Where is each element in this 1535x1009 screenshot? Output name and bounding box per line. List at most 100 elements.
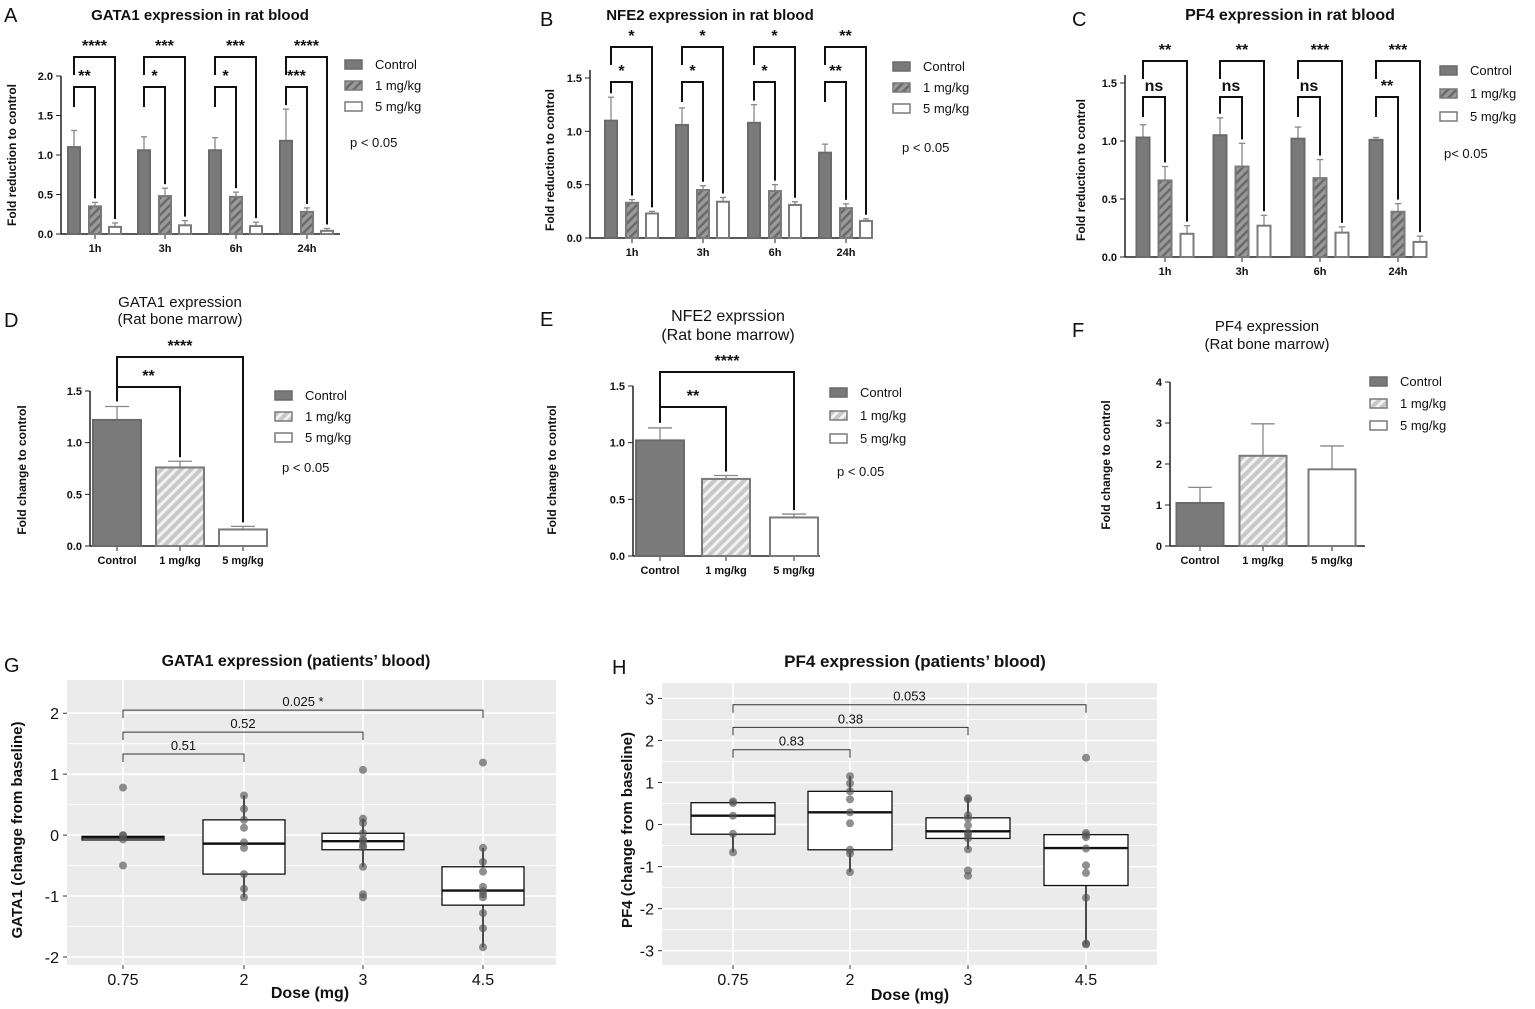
significance-label: ** — [1381, 78, 1394, 95]
bar — [1179, 232, 1195, 259]
data-point — [1082, 893, 1090, 902]
y-tick-label: 4 — [1156, 377, 1163, 389]
bar — [279, 139, 293, 235]
comparison-bracket — [122, 731, 364, 741]
legend-label: 5 mg/kg — [1470, 109, 1516, 124]
data-point — [119, 783, 127, 792]
significance-bracket — [1142, 60, 1188, 222]
bar — [1290, 137, 1306, 258]
legend-label: 5 mg/kg — [1400, 418, 1446, 433]
data-point — [846, 819, 854, 828]
bar — [1368, 138, 1384, 258]
panel-f: F PF4 expression(Rat bone marrow) Fold cha… — [1072, 318, 1446, 567]
x-axis-label: Dose (mg) — [871, 987, 949, 1004]
significance-label: ** — [829, 63, 842, 80]
bar — [1334, 231, 1350, 258]
y-tick-label: 0.0 — [38, 229, 53, 241]
significance-bracket — [659, 371, 795, 511]
significance-bracket — [143, 56, 186, 217]
x-tick-label: 4.5 — [472, 972, 494, 989]
panel-letter: E — [540, 309, 553, 331]
significance-bracket — [681, 81, 704, 182]
significance-bracket — [1142, 96, 1166, 163]
bar — [1256, 224, 1272, 258]
x-tick-label: 24h — [837, 247, 856, 259]
y-tick-label: 2 — [50, 706, 59, 723]
y-tick-label: 3 — [645, 691, 654, 708]
bar — [320, 229, 334, 235]
bar — [92, 418, 142, 547]
significance-label: * — [761, 63, 768, 80]
chart-subtitle: (Rat bone marrow) — [661, 327, 794, 344]
data-point — [964, 834, 972, 843]
chart-title: GATA1 expression (patients’ blood) — [162, 653, 431, 670]
x-tick-label: 4.5 — [1075, 972, 1097, 989]
significance-label: ** — [142, 368, 155, 385]
bar — [88, 205, 102, 236]
significance-bracket — [73, 86, 96, 199]
y-tick-label: 0.5 — [1102, 194, 1117, 206]
x-tick-label: 1 mg/kg — [159, 555, 201, 567]
y-tick-label: 0.0 — [1102, 252, 1117, 264]
x-tick-label: 3h — [697, 247, 710, 259]
legend-label: 1 mg/kg — [860, 408, 906, 423]
x-tick-label: 3 — [359, 972, 368, 989]
y-tick-label: 1 — [50, 767, 59, 784]
p-value-note: p < 0.05 — [902, 140, 949, 155]
chart-title: GATA1 expression in rat blood — [91, 7, 309, 24]
significance-label: *** — [1389, 42, 1408, 59]
data-point — [479, 843, 487, 852]
x-tick-label: 6h — [769, 247, 782, 259]
data-point — [729, 829, 737, 838]
x-tick-label: 6h — [1314, 266, 1327, 278]
significance-bracket — [116, 356, 244, 523]
y-tick-label: 0.0 — [567, 233, 582, 245]
x-tick-label: 2 — [240, 972, 249, 989]
significance-label: **** — [168, 338, 194, 355]
y-tick-label: 3 — [1156, 418, 1162, 430]
significance-label: *** — [226, 38, 245, 55]
significance-label: ** — [839, 28, 852, 45]
y-tick-label: -2 — [640, 902, 654, 919]
x-axis-label: Dose (mg) — [271, 985, 349, 1002]
panel-e: E NFE2 exprssion (Rat bone marrow) Fold cha… — [540, 308, 906, 577]
comparison-bracket — [122, 709, 484, 719]
x-tick-label: 2 — [846, 972, 855, 989]
x-tick-label: 5 mg/kg — [222, 555, 264, 567]
data-point — [846, 849, 854, 858]
comparison-p-value: 0.025 * — [282, 694, 323, 709]
x-tick-label: 3 — [964, 972, 973, 989]
p-value-note: p < 0.05 — [282, 460, 329, 475]
bar — [1234, 165, 1250, 259]
y-tick-label: 0.0 — [67, 541, 82, 553]
bar — [1157, 179, 1173, 258]
y-tick-label: 0.5 — [567, 180, 582, 192]
x-tick-label: 1h — [1159, 266, 1172, 278]
significance-label: * — [618, 63, 625, 80]
significance-label: ** — [1159, 42, 1172, 59]
x-tick-label: Control — [97, 555, 136, 567]
data-point — [359, 862, 367, 871]
y-tick-label: 0 — [50, 828, 59, 845]
y-tick-label: 1.5 — [1102, 78, 1117, 90]
legend-swatch — [829, 410, 848, 421]
bar — [675, 123, 689, 239]
data-point — [964, 795, 972, 804]
y-axis-label: Fold reduction to control — [543, 89, 557, 231]
panel-letter: H — [612, 657, 626, 679]
significance-label: * — [771, 28, 778, 45]
x-tick-label: 1 mg/kg — [1242, 555, 1284, 567]
significance-label: **** — [294, 38, 320, 55]
legend-swatch — [1369, 420, 1388, 431]
bar — [208, 149, 222, 235]
legend-label: Control — [375, 57, 417, 72]
comparison-p-value: 0.51 — [171, 738, 196, 753]
bar — [768, 190, 782, 239]
significance-bracket — [681, 46, 724, 194]
panel-letter: F — [1072, 320, 1084, 342]
y-tick-label: 2 — [645, 733, 654, 750]
significance-bracket — [1297, 60, 1343, 223]
data-point — [359, 843, 367, 852]
panel-a: A GATA1 expression in rat blood Fold reduc… — [4, 5, 421, 255]
